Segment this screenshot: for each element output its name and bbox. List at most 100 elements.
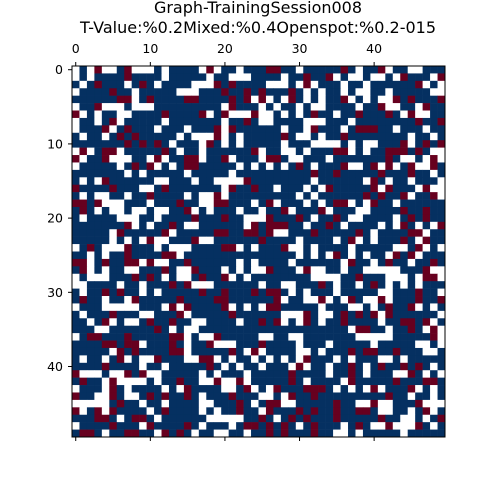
heatmap-cell [259, 207, 267, 215]
heatmap-cell [79, 266, 87, 274]
heatmap-cell [102, 192, 110, 200]
heatmap-cell [438, 148, 446, 156]
heatmap-cell [273, 378, 281, 386]
heatmap-cell [318, 73, 326, 81]
heatmap-cell [229, 311, 237, 319]
heatmap-cell [311, 192, 319, 200]
heatmap-cell [109, 422, 117, 430]
heatmap-cell [191, 259, 199, 267]
heatmap-cell [124, 385, 132, 393]
heatmap-cell [162, 177, 170, 185]
heatmap-cell [169, 281, 177, 289]
heatmap-cell [79, 103, 87, 111]
heatmap-cell [214, 170, 222, 178]
heatmap-cell [281, 274, 289, 282]
heatmap-cell [214, 125, 222, 133]
heatmap-cell [259, 66, 267, 74]
heatmap-cell [385, 73, 393, 81]
heatmap-cell [281, 96, 289, 104]
heatmap-cell [87, 289, 95, 297]
heatmap-cell [184, 222, 192, 230]
heatmap-cell [415, 363, 423, 371]
heatmap-cell [176, 385, 184, 393]
heatmap-cell [430, 73, 438, 81]
heatmap-cell [147, 259, 155, 267]
heatmap-cell [341, 81, 349, 89]
heatmap-cell [423, 385, 431, 393]
heatmap-cell [72, 378, 80, 386]
heatmap-cell [438, 125, 446, 133]
heatmap-cell [326, 133, 334, 141]
heatmap-cell [415, 192, 423, 200]
heatmap-cell [79, 162, 87, 170]
heatmap-cell [102, 311, 110, 319]
heatmap-cell [147, 133, 155, 141]
heatmap-cell [244, 259, 252, 267]
heatmap-cell [400, 333, 408, 341]
heatmap-cell [244, 281, 252, 289]
heatmap-cell [415, 311, 423, 319]
heatmap-cell [370, 222, 378, 230]
heatmap-cell [214, 244, 222, 252]
heatmap-cell [438, 348, 446, 356]
heatmap-cell [199, 185, 207, 193]
heatmap-cell [214, 118, 222, 126]
heatmap-cell [363, 88, 371, 96]
heatmap-cell [102, 148, 110, 156]
heatmap-cell [176, 348, 184, 356]
heatmap-cell [214, 378, 222, 386]
heatmap-cell [109, 133, 117, 141]
heatmap-cell [355, 348, 363, 356]
heatmap-cell [94, 341, 102, 349]
heatmap-cell [385, 415, 393, 423]
heatmap-cell [266, 281, 274, 289]
heatmap-cell [341, 214, 349, 222]
heatmap-cell [206, 289, 214, 297]
heatmap-cell [318, 281, 326, 289]
heatmap-cell [117, 363, 125, 371]
heatmap-cell [139, 140, 147, 148]
heatmap-cell [236, 66, 244, 74]
heatmap-cell [326, 303, 334, 311]
heatmap-cell [400, 177, 408, 185]
heatmap-cell [102, 222, 110, 230]
heatmap-cell [393, 385, 401, 393]
heatmap-cell [400, 363, 408, 371]
heatmap-cell [318, 378, 326, 386]
heatmap-cell [206, 192, 214, 200]
heatmap-cell [221, 214, 229, 222]
heatmap-cell [79, 229, 87, 237]
heatmap-cell [311, 88, 319, 96]
heatmap-cell [147, 73, 155, 81]
heatmap-cell [236, 162, 244, 170]
heatmap-cell [378, 311, 386, 319]
heatmap-cell [244, 118, 252, 126]
heatmap-cell [393, 229, 401, 237]
heatmap-cell [154, 73, 162, 81]
heatmap-cell [102, 214, 110, 222]
heatmap-cell [438, 400, 446, 408]
heatmap-cell [124, 355, 132, 363]
heatmap-cell [333, 162, 341, 170]
heatmap-cell [229, 200, 237, 208]
heatmap-cell [94, 103, 102, 111]
heatmap-cell [169, 214, 177, 222]
heatmap-cell [370, 400, 378, 408]
heatmap-cell [154, 289, 162, 297]
heatmap-cell [370, 385, 378, 393]
heatmap-cell [259, 341, 267, 349]
heatmap-cell [117, 318, 125, 326]
heatmap-cell [191, 73, 199, 81]
heatmap-cell [423, 289, 431, 297]
heatmap-cell [244, 185, 252, 193]
heatmap-cell [72, 177, 80, 185]
heatmap-cell [311, 96, 319, 104]
heatmap-cell [311, 111, 319, 119]
heatmap-cell [326, 422, 334, 430]
heatmap-cell [154, 259, 162, 267]
heatmap-cell [176, 430, 184, 438]
heatmap-cell [393, 118, 401, 126]
heatmap-cell [341, 111, 349, 119]
heatmap-cell [169, 318, 177, 326]
heatmap-cell [251, 326, 259, 334]
